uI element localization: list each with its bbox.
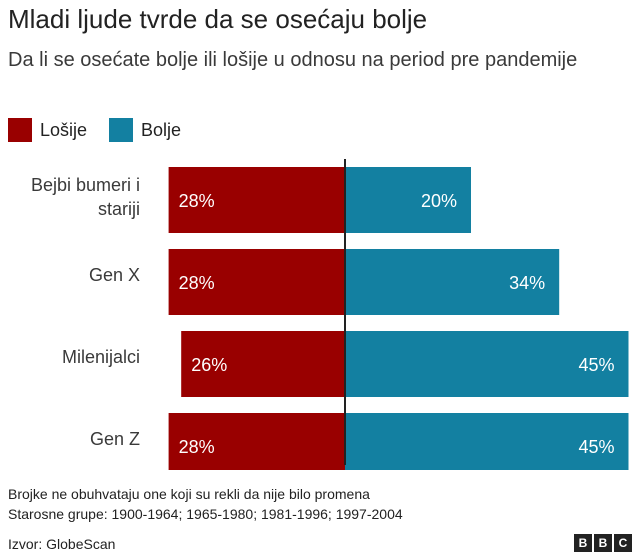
legend-label-better: Bolje xyxy=(141,119,182,140)
logo-letter-1: B xyxy=(574,534,592,552)
bar-better-4 xyxy=(345,413,629,470)
legend-swatch-worse xyxy=(8,118,32,142)
note-line-1: Brojke ne obuhvataju one koji su rekli d… xyxy=(8,486,370,502)
legend-swatch-better xyxy=(109,118,134,142)
data-label-better-3: 45% xyxy=(578,355,614,375)
data-label-better-1: 20% xyxy=(421,191,457,211)
data-label-worse-1: 28% xyxy=(179,191,215,211)
category-label-3: Milenijalci xyxy=(62,347,140,367)
category-label-1: Bejbi bumeri i stariji xyxy=(31,175,140,219)
note-line-2: Starosne grupe: 1900-1964; 1965-1980; 19… xyxy=(8,506,403,522)
chart-subtitle: Da li se osećate bolje ili lošije u odno… xyxy=(8,49,578,71)
bar-worse-1 xyxy=(168,167,345,233)
bar-worse-3 xyxy=(181,331,345,397)
bar-better-1 xyxy=(345,167,471,233)
chart-notes: Brojke ne obuhvataju one koji su rekli d… xyxy=(8,484,403,524)
legend-item-better: Bolje xyxy=(109,118,181,142)
category-label-2: Gen X xyxy=(89,265,140,285)
source-label: Izvor: GlobeScan xyxy=(8,536,116,552)
bar-worse-2 xyxy=(168,249,345,315)
bar-better-3 xyxy=(345,331,629,397)
legend-label-worse: Lošije xyxy=(40,119,88,140)
legend-item-worse: Lošije xyxy=(8,118,87,142)
data-label-better-4: 45% xyxy=(578,437,614,457)
legend: Lošije Bolje xyxy=(8,118,203,142)
data-label-worse-3: 26% xyxy=(191,355,227,375)
category-label-4: Gen Z xyxy=(90,429,140,449)
data-label-better-2: 34% xyxy=(509,273,545,293)
logo-letter-3: C xyxy=(614,534,632,552)
bar-better-2 xyxy=(345,249,560,315)
logo-letter-2: B xyxy=(594,534,612,552)
bar-worse-4 xyxy=(168,413,345,470)
diverging-bar-chart: 28% 20% Bejbi bumeri i stariji 28% 34% Gen X 26… xyxy=(31,159,629,470)
bbc-logo: B B C xyxy=(572,534,632,552)
chart-title: Mladi ljude tvrde da se osećaju bolje xyxy=(8,4,428,34)
data-label-worse-4: 28% xyxy=(179,437,215,457)
data-label-worse-2: 28% xyxy=(179,273,215,293)
